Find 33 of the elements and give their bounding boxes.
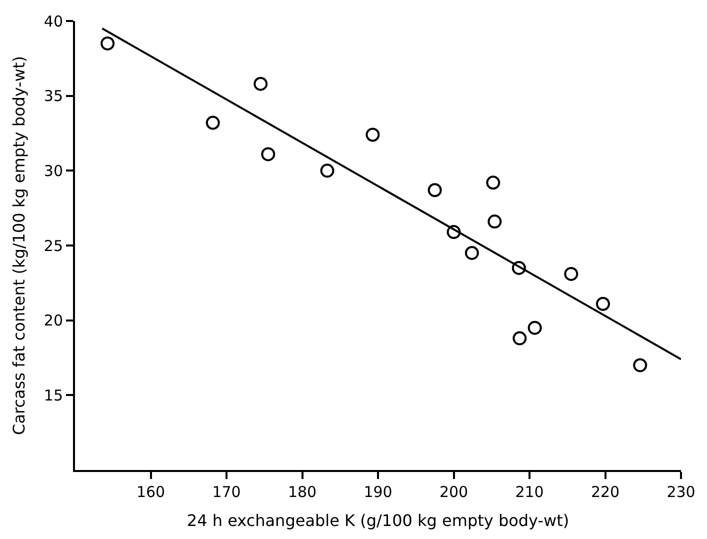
point <box>512 331 527 346</box>
point <box>206 116 220 130</box>
point <box>596 296 610 311</box>
point <box>320 164 334 178</box>
point <box>446 225 461 240</box>
x-tick-label: 170 <box>212 483 241 501</box>
y-tick-label: 25 <box>44 236 63 255</box>
x-axis-title: 24 h exchangeable K (g/100 kg empty body-wt) <box>186 511 570 530</box>
point <box>488 214 502 229</box>
y-tick-label: 20 <box>44 312 63 330</box>
point <box>486 176 500 190</box>
x-tick-label: 190 <box>364 483 392 501</box>
x-tick-label: 230 <box>666 483 696 501</box>
point <box>261 147 276 162</box>
point <box>428 183 442 198</box>
y-axis-title: Carcass fat content (kg/100 kg empty body-wt) <box>9 56 28 435</box>
point <box>366 128 380 142</box>
y-tick-label: 35 <box>44 87 63 106</box>
y-tick-label: 15 <box>44 386 63 404</box>
x-tick-label: 180 <box>288 483 317 501</box>
point <box>464 246 479 260</box>
y-tick-label: 40 <box>44 12 63 30</box>
point <box>512 260 526 275</box>
x-tick-label: 210 <box>515 483 544 501</box>
point <box>528 320 542 335</box>
point <box>633 358 648 372</box>
point <box>100 36 115 50</box>
y-tick-label: 30 <box>44 162 63 180</box>
point <box>564 266 578 281</box>
x-tick-label: 200 <box>439 483 468 501</box>
x-tick-label: 160 <box>136 483 166 501</box>
point <box>254 76 268 91</box>
x-tick-label: 220 <box>590 483 620 501</box>
